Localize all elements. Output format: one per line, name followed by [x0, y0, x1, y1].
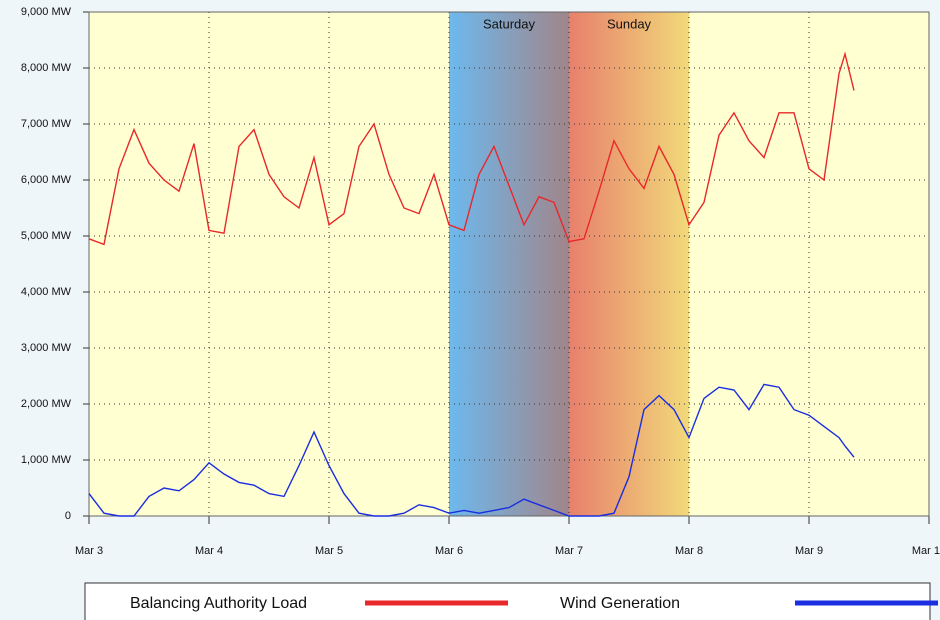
y-tick-label: 5,000 MW	[21, 230, 72, 242]
y-tick-label: 1,000 MW	[21, 454, 72, 466]
x-tick-label: Mar 7	[555, 545, 583, 557]
x-tick-label: Mar 8	[675, 545, 703, 557]
day-region	[569, 12, 689, 516]
legend-label: Wind Generation	[560, 595, 680, 612]
day-region	[449, 12, 569, 516]
series-line	[88, 383, 855, 517]
y-tick-label: 2,000 MW	[21, 398, 72, 410]
y-tick-label: 4,000 MW	[21, 286, 72, 298]
x-tick-label: Mar 10	[912, 545, 940, 557]
legend-label: Balancing Authority Load	[130, 595, 307, 612]
region-label: Sunday	[607, 16, 652, 31]
series-line	[88, 51, 855, 246]
y-tick-label: 8,000 MW	[21, 62, 72, 74]
x-tick-label: Mar 6	[435, 545, 463, 557]
y-tick-label: 7,000 MW	[21, 118, 72, 130]
y-tick-label: 9,000 MW	[21, 6, 72, 18]
y-tick-label: 0	[65, 510, 71, 522]
y-tick-label: 3,000 MW	[21, 342, 72, 354]
x-tick-label: Mar 4	[195, 545, 223, 557]
legend: Balancing Authority Load Wind Generation	[84, 582, 938, 620]
x-tick-label: Mar 3	[75, 545, 103, 557]
x-tick-label: Mar 9	[795, 545, 823, 557]
plot-border	[88, 11, 930, 517]
region-label: Saturday	[483, 16, 536, 31]
y-tick-label: 6,000 MW	[21, 174, 72, 186]
x-tick-label: Mar 5	[315, 545, 343, 557]
